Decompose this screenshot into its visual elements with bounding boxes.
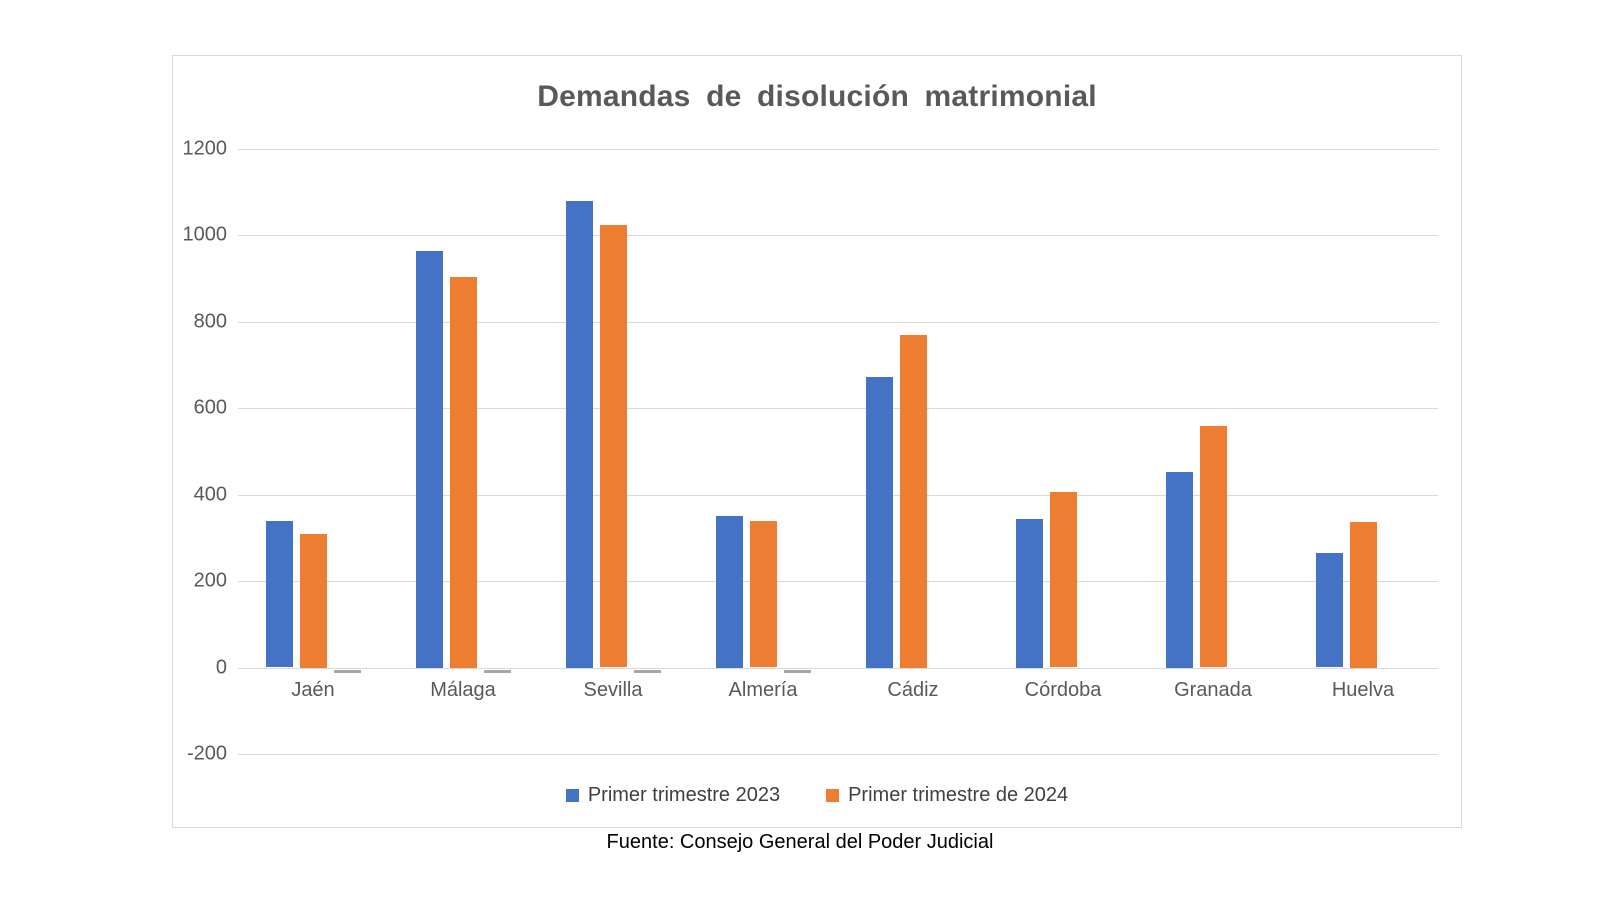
legend-label: Primer trimestre de 2024 [848,784,1069,806]
bar-series-2024 [599,224,627,668]
bar-series-2024 [1349,522,1377,668]
category-label: Huelva [1331,678,1395,701]
zero-marker-dash [633,669,661,673]
y-tick-label: 600 [193,396,227,419]
category-label: Córdoba [1024,678,1102,701]
category-label: Málaga [430,678,496,701]
bar-group: Almería [688,149,838,754]
y-tick-label: 800 [193,310,227,333]
bar-series-2023 [565,200,593,668]
bar-group: Huelva [1288,149,1438,754]
legend-swatch-icon [826,789,840,802]
chart-title: Demandas de disolución matrimonial [537,80,1097,113]
bar-series-2024 [1199,426,1227,668]
bar-series-2023 [265,520,293,668]
gridline [238,321,1438,323]
bar-series-2024 [449,276,477,668]
y-tick-label: -200 [186,742,227,765]
bar-series-2024 [1049,492,1077,668]
legend-item: Primer trimestre de 2024 [826,784,1068,807]
gridline [238,581,1438,583]
bar-series-2023 [715,515,743,668]
y-tick-label: 200 [193,569,227,592]
source-caption: Fuente: Consejo General del Poder Judici… [606,831,994,853]
bar-series-2023 [865,377,893,668]
bar-series-2023 [1015,518,1043,668]
gridline [238,494,1438,496]
y-tick-label: 400 [193,483,227,506]
bar-series-2023 [415,250,443,668]
zero-marker-dash [333,669,361,673]
bar-series-2024 [299,534,327,668]
zero-marker-dash [483,669,511,673]
legend-item: Primer trimestre 2023 [565,784,781,807]
bar-group: Granada [1138,149,1288,754]
gridline [238,667,1438,669]
bar-series-2023 [1315,552,1343,668]
bar-group: Cádiz [838,149,988,754]
y-tick-label: 1200 [182,137,228,160]
bar-group: Jaén [238,149,388,754]
category-label: Cádiz [887,678,939,701]
category-label: Jaén [291,678,335,701]
legend-swatch-icon [565,789,579,802]
gridline [238,408,1438,410]
category-label: Sevilla [583,678,643,701]
bar-group: Córdoba [988,149,1138,754]
gridline [238,754,1438,755]
gridline [238,235,1438,237]
category-label: Almería [728,678,798,701]
category-label: Granada [1174,678,1252,701]
zero-marker-dash [783,669,811,673]
gridline [238,149,1438,150]
bar-series-2023 [1165,471,1193,668]
y-tick-label: 1000 [182,223,228,246]
bar-group: Málaga [388,149,538,754]
legend: Primer trimestre 2023 Primer trimestre de… [173,784,1461,807]
y-axis: 1200 1000 800 600 400 200 0 -200 [173,138,231,765]
bar-series-2024 [749,520,777,668]
bar-series-2024 [899,335,927,668]
chart-container: Demandas de disolución matrimonial 1200 1… [172,55,1462,828]
legend-label: Primer trimestre 2023 [587,784,781,806]
plot-area: Jaén Málaga Sevilla Almería Cádiz Córdoba Gran… [238,149,1438,755]
y-tick-label: 0 [215,656,227,679]
bar-group: Sevilla [538,149,688,754]
